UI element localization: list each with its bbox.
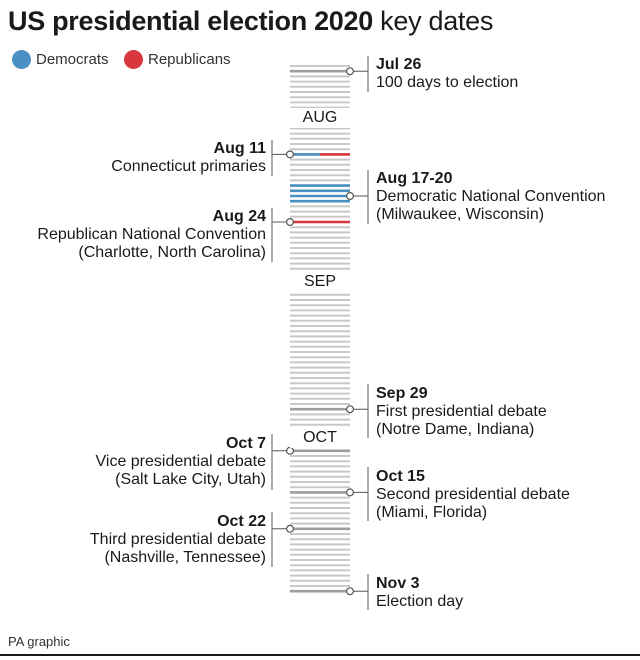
title-rest: key dates xyxy=(372,6,494,36)
event-desc: Republican National Convention xyxy=(37,226,266,243)
event-jul26: Jul 26 100 days to election xyxy=(376,56,518,92)
event-sep29: Sep 29 First presidential debate (Notre … xyxy=(376,385,547,439)
event-date: Sep 29 xyxy=(376,385,428,402)
month-label-sep: SEP xyxy=(290,272,350,292)
event-desc: First presidential debate xyxy=(376,403,547,420)
event-date: Aug 24 xyxy=(212,208,266,225)
event-aug17-20: Aug 17-20 Democratic National Convention… xyxy=(376,170,605,224)
event-marker-dot xyxy=(286,446,295,455)
event-date: Aug 17-20 xyxy=(376,170,453,187)
source-credit: PA graphic xyxy=(8,634,70,649)
event-marker-dot xyxy=(346,405,355,414)
event-marker-dot xyxy=(346,67,355,76)
event-marker-dot xyxy=(286,524,295,533)
event-marker-dot xyxy=(346,488,355,497)
event-desc: 100 days to election xyxy=(376,74,519,91)
event-date: Aug 11 xyxy=(213,140,266,157)
event-desc-location: (Miami, Florida) xyxy=(376,504,488,521)
event-desc: Second presidential debate xyxy=(376,486,570,503)
event-oct15: Oct 15 Second presidential debate (Miami… xyxy=(376,468,570,522)
event-marker-dot xyxy=(286,218,295,227)
event-aug24: Aug 24 Republican National Convention (C… xyxy=(37,208,266,262)
event-marker-dot xyxy=(346,192,355,201)
event-desc: Connecticut primaries xyxy=(111,158,266,175)
democrats-swatch xyxy=(12,50,31,69)
event-date: Oct 15 xyxy=(376,468,425,485)
event-date: Nov 3 xyxy=(376,575,420,592)
event-desc-location: (Salt Lake City, Utah) xyxy=(115,471,266,488)
legend-republicans-label: Republicans xyxy=(148,51,231,68)
month-label-aug: AUG xyxy=(290,108,350,128)
event-desc-location: (Charlotte, North Carolina) xyxy=(78,244,266,261)
event-desc: Vice presidential debate xyxy=(95,453,267,470)
event-date: Oct 22 xyxy=(217,513,266,530)
event-oct7: Oct 7 Vice presidential debate (Salt Lak… xyxy=(96,435,267,489)
event-desc-location: (Notre Dame, Indiana) xyxy=(376,421,535,438)
event-nov3: Nov 3 Election day xyxy=(376,575,463,611)
event-desc: Third presidential debate xyxy=(89,531,266,548)
event-aug11: Aug 11 Connecticut primaries xyxy=(111,140,266,176)
footer-rule xyxy=(0,654,640,656)
event-oct22: Oct 22 Third presidential debate (Nashvi… xyxy=(90,513,266,567)
event-marker-dot xyxy=(286,150,295,159)
chart-title: US presidential election 2020 key dates xyxy=(8,6,493,37)
event-date: Jul 26 xyxy=(376,56,422,73)
event-desc-location: (Milwaukee, Wisconsin) xyxy=(376,206,545,223)
legend-democrats-label: Democrats xyxy=(36,51,109,68)
event-marker-dot xyxy=(346,587,355,596)
legend-democrats: Democrats xyxy=(12,50,109,69)
event-desc-location: (Nashville, Tennessee) xyxy=(104,549,266,566)
event-date: Oct 7 xyxy=(225,435,266,452)
title-bold: US presidential election 2020 xyxy=(8,6,373,36)
event-desc: Democratic National Convention xyxy=(376,188,606,205)
republicans-swatch xyxy=(124,50,143,69)
legend-republicans: Republicans xyxy=(124,50,231,69)
event-desc: Election day xyxy=(376,593,464,610)
month-label-oct: OCT xyxy=(290,428,350,448)
